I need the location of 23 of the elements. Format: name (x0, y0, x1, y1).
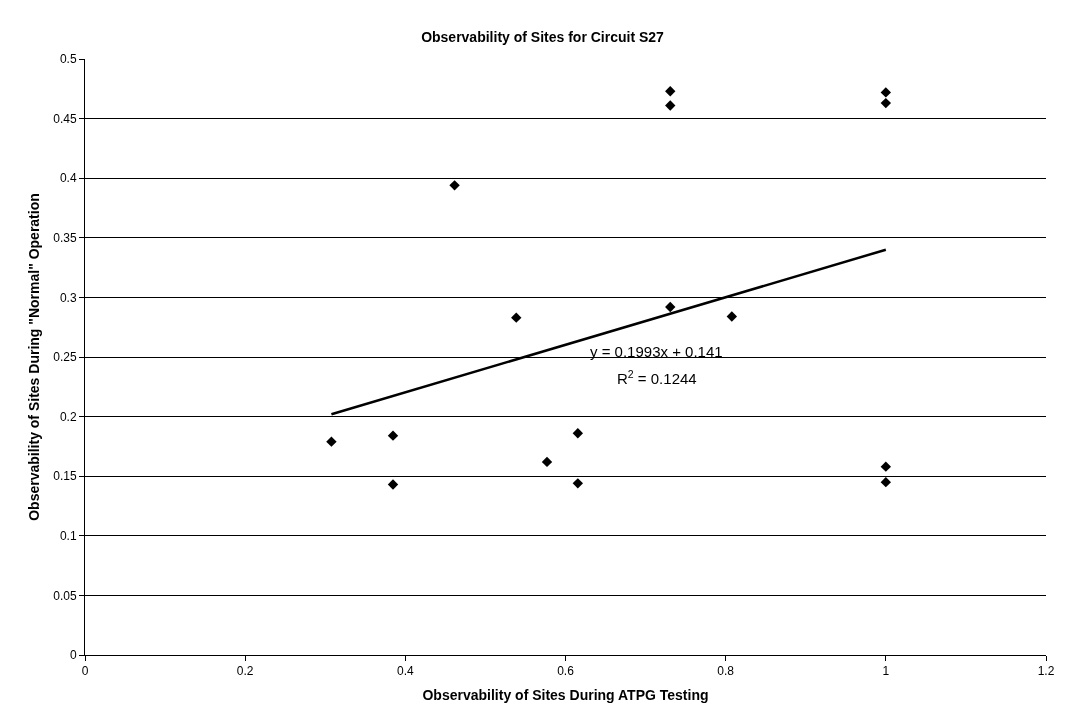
x-tick-label: 0.4 (396, 664, 414, 679)
x-tick-label: 0.8 (717, 664, 735, 679)
annotation: y = 0.1993x + 0.141 (590, 343, 723, 360)
x-tick-label: 1.2 (1037, 664, 1055, 679)
y-tick-label: 0.25 (53, 350, 77, 365)
y-tick-label: 0.1 (59, 529, 77, 543)
y-tick-label: 0.3 (59, 290, 77, 305)
y-tick-label: 0.35 (53, 231, 77, 245)
x-axis-title: Observability of Sites During ATPG Testing (422, 686, 709, 703)
x-tick-label: 1 (882, 664, 890, 679)
y-axis-title: Observability of Sites During "Normal" Operation (25, 193, 42, 521)
chart-title: Observability of Sites for Circuit S27 (421, 29, 665, 46)
y-tick-label: 0.2 (59, 409, 77, 424)
y-tick-label: 0.4 (59, 171, 77, 186)
y-tick-label: 0.45 (53, 111, 77, 126)
annotation: R$^{2}$ = 0.1244 (617, 368, 697, 388)
y-tick-label: 0 (69, 648, 77, 663)
y-tick-label: 0.5 (59, 52, 77, 67)
y-tick-label: 0.15 (53, 469, 77, 484)
y-tick-label: 0.05 (53, 588, 77, 603)
x-tick-label: 0 (81, 664, 89, 679)
x-tick-label: 0.2 (236, 664, 254, 679)
x-tick-label: 0.6 (557, 664, 575, 679)
